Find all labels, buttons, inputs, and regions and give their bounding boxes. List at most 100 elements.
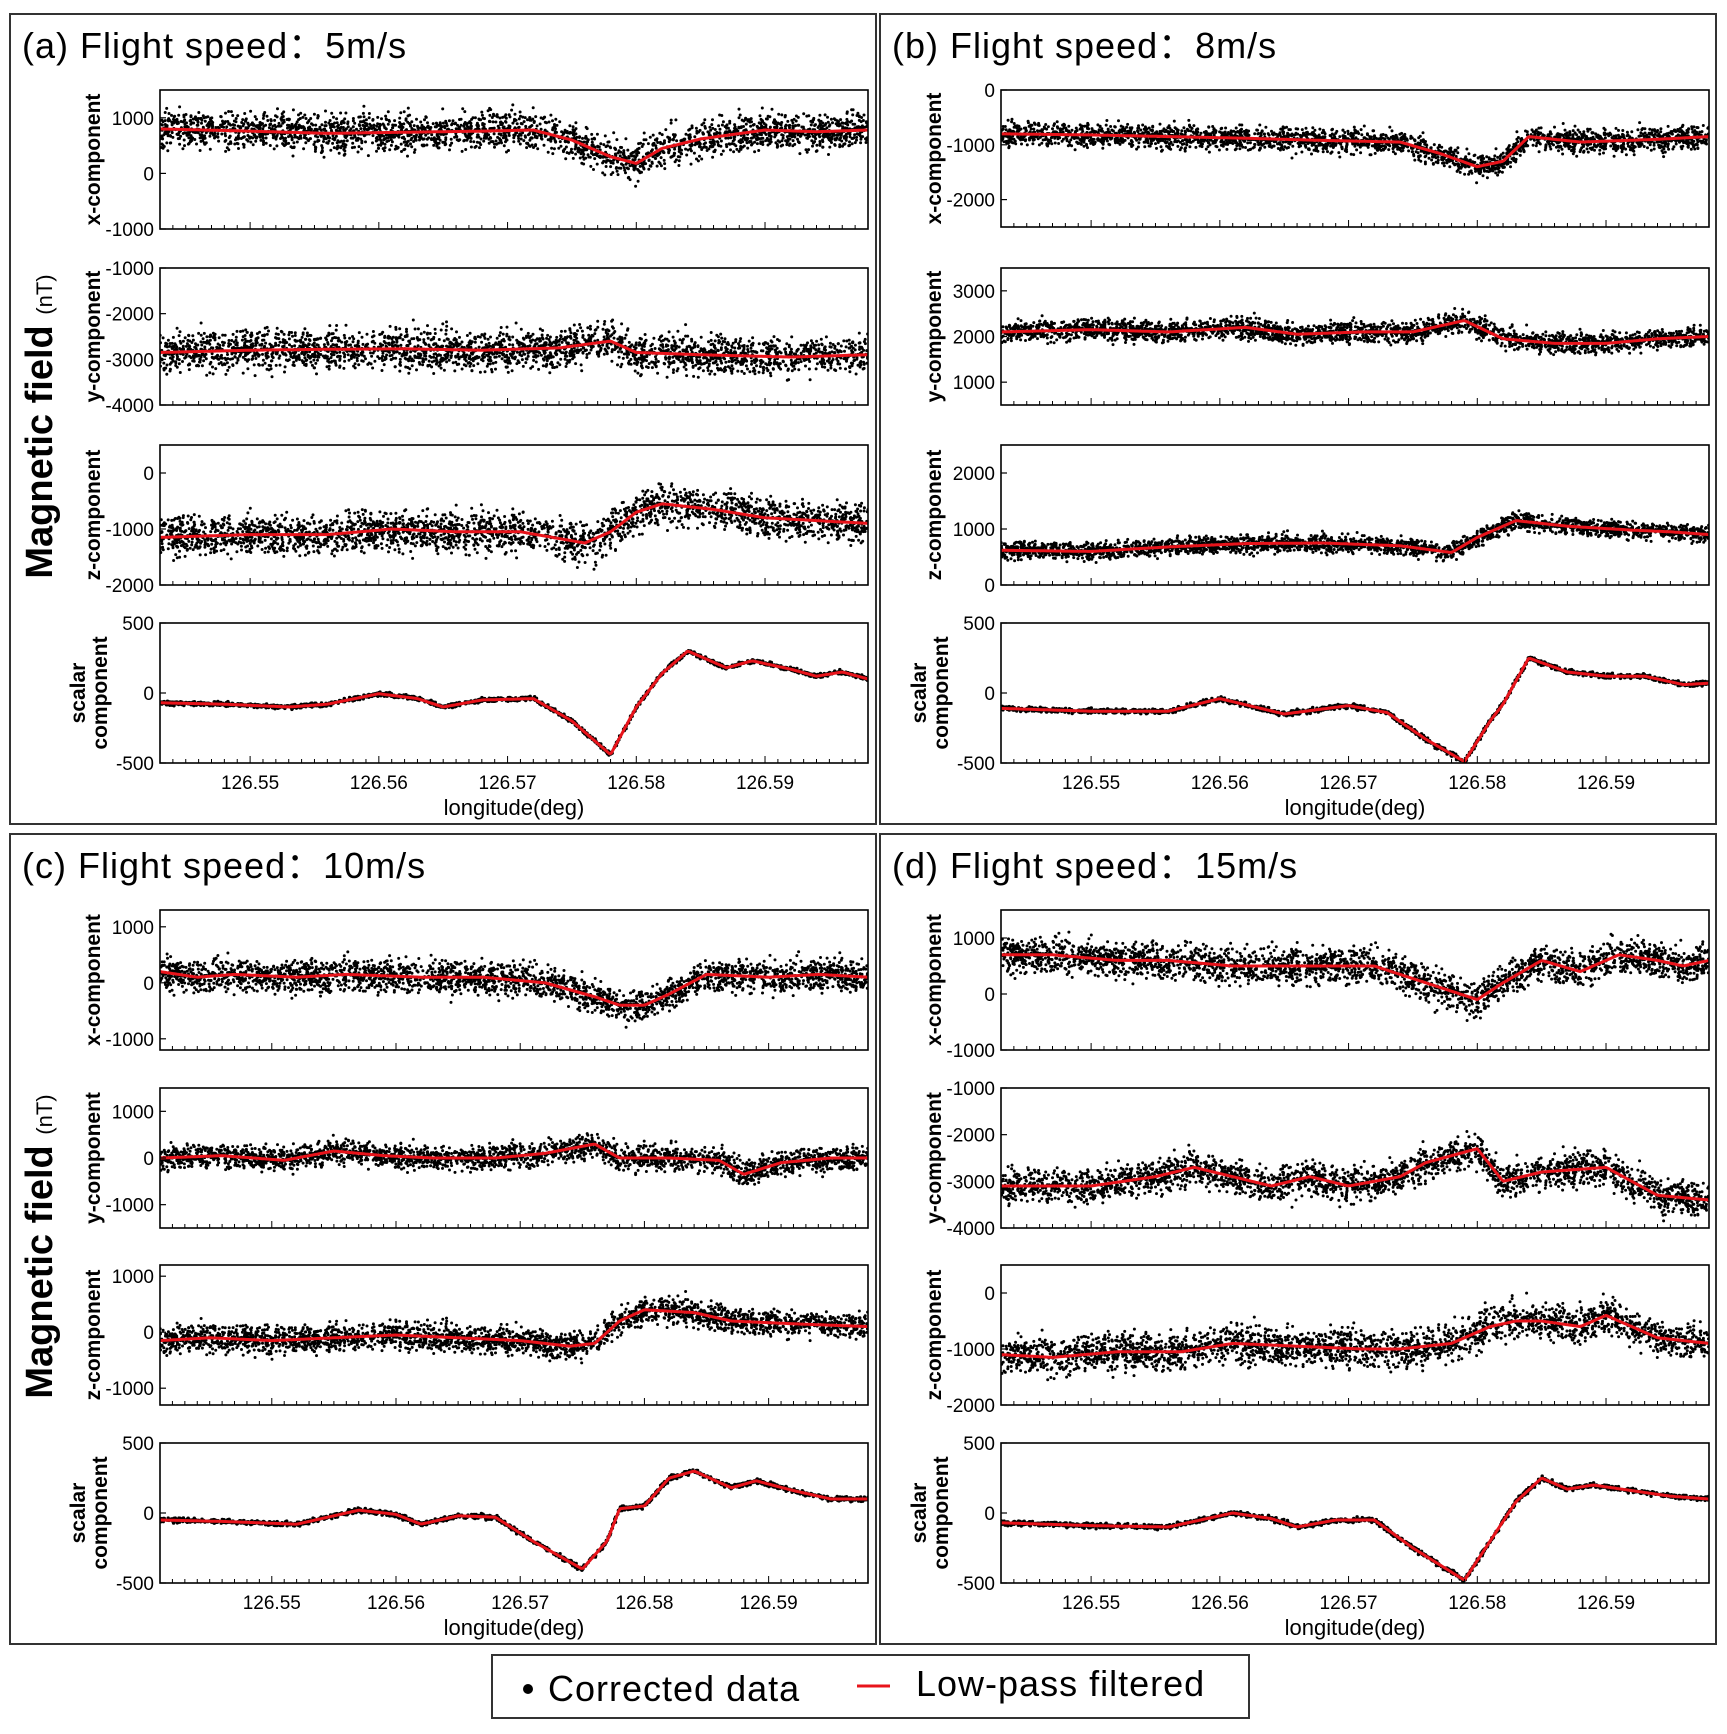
data-point [644, 152, 648, 156]
data-point [315, 343, 319, 347]
data-point [855, 114, 859, 117]
data-point [455, 138, 459, 142]
data-point [361, 342, 365, 346]
data-point [602, 335, 606, 339]
data-point [708, 144, 712, 148]
data-point [546, 138, 550, 142]
data-point [862, 113, 866, 117]
data-point [400, 126, 404, 130]
data-point [263, 333, 267, 337]
data-point [245, 330, 249, 334]
data-point [302, 147, 306, 151]
data-point [431, 122, 435, 126]
data-point [689, 346, 693, 350]
data-point [692, 343, 696, 346]
data-point [279, 124, 283, 128]
data-point [342, 333, 346, 337]
data-point [454, 355, 458, 359]
data-point [647, 167, 651, 171]
data-point [829, 366, 833, 370]
data-point [624, 171, 627, 175]
data-point [680, 152, 684, 156]
panel-title: (a) Flight speed：5m/s [22, 25, 407, 66]
data-point [255, 332, 259, 336]
data-point [860, 345, 864, 349]
data-point [266, 119, 270, 122]
data-point [523, 134, 527, 138]
data-point [257, 363, 261, 367]
data-point [590, 140, 594, 144]
data-point [365, 332, 369, 336]
data-point [236, 124, 240, 128]
data-point [469, 127, 473, 130]
data-point [814, 343, 818, 347]
data-point [711, 155, 715, 159]
data-point [748, 370, 752, 374]
data-point [753, 372, 757, 376]
data-point [254, 357, 258, 360]
data-point [540, 333, 544, 337]
data-point [423, 354, 427, 358]
data-point [696, 345, 700, 349]
data-point [281, 340, 285, 344]
data-point [351, 340, 355, 344]
data-point [420, 143, 424, 147]
data-point [486, 109, 490, 113]
data-point [769, 135, 773, 138]
data-point [379, 139, 383, 142]
data-point [861, 119, 865, 122]
data-point [225, 361, 229, 365]
data-point [302, 126, 306, 129]
data-point [758, 114, 762, 118]
data-point [295, 355, 299, 359]
data-point [276, 332, 280, 336]
data-point [658, 335, 662, 339]
data-point [850, 142, 854, 146]
data-point [659, 156, 663, 160]
data-point [551, 152, 555, 156]
data-point [346, 120, 350, 124]
data-point [723, 365, 727, 369]
data-point [860, 124, 864, 128]
data-point [579, 348, 583, 352]
data-point [709, 331, 713, 334]
data-point [684, 334, 688, 338]
data-point [695, 157, 698, 161]
data-point [469, 136, 473, 140]
data-point [253, 115, 257, 119]
data-point [432, 143, 436, 147]
data-point [394, 356, 398, 360]
data-point [601, 171, 605, 175]
data-point [289, 145, 293, 149]
data-point [220, 132, 224, 136]
data-point [296, 126, 300, 130]
data-point [319, 134, 323, 138]
data-point [182, 115, 186, 119]
data-point [762, 368, 766, 372]
data-point [425, 332, 429, 336]
data-point [648, 135, 652, 139]
data-point [186, 125, 190, 129]
data-point [673, 147, 677, 151]
data-point [398, 116, 402, 120]
data-point [241, 371, 245, 375]
data-point [579, 152, 583, 156]
data-point [784, 350, 788, 354]
data-point [740, 369, 744, 373]
data-point [615, 138, 619, 142]
data-point [612, 336, 616, 340]
data-point [170, 113, 173, 117]
data-point [650, 366, 654, 370]
data-point [436, 146, 440, 150]
data-point [599, 347, 603, 351]
data-point [160, 118, 164, 122]
data-point [550, 360, 554, 364]
data-point [293, 135, 297, 139]
data-point [277, 343, 281, 347]
data-point [382, 363, 386, 367]
data-point [765, 136, 769, 140]
data-point [574, 152, 578, 156]
data-point [188, 362, 191, 366]
data-point [469, 145, 473, 149]
data-point [564, 145, 568, 149]
